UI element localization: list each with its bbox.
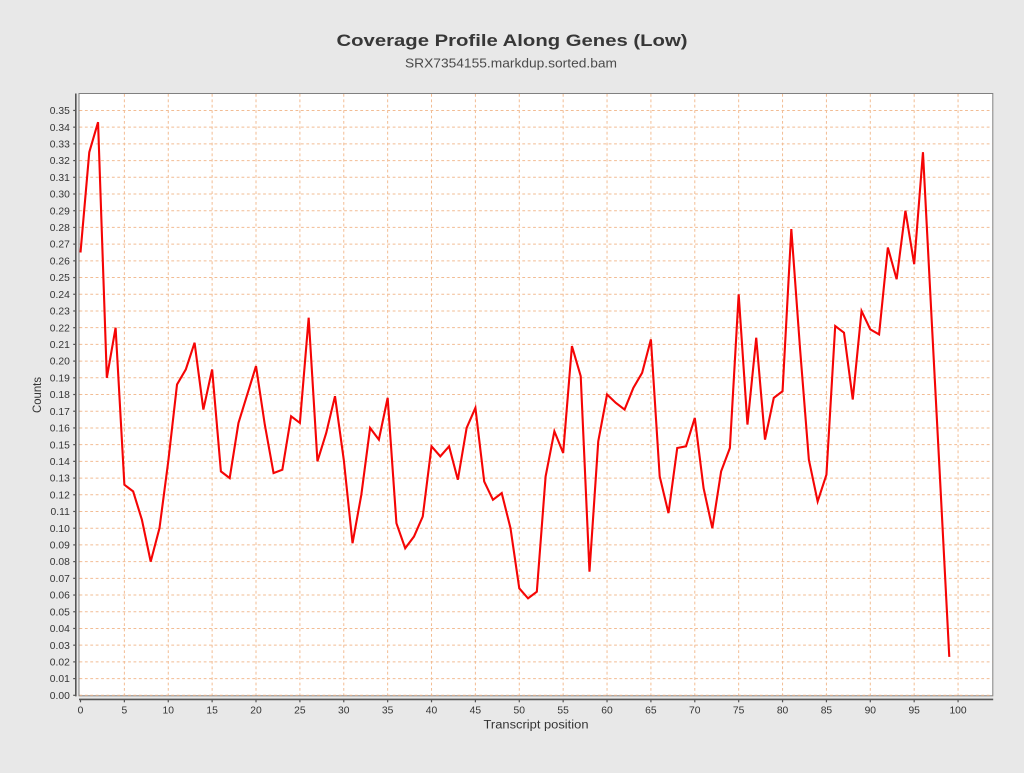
svg-text:100: 100 [949, 705, 966, 716]
svg-text:0.17: 0.17 [50, 407, 70, 418]
svg-text:0.33: 0.33 [50, 139, 70, 150]
svg-text:0.24: 0.24 [50, 290, 70, 301]
svg-text:0.02: 0.02 [50, 657, 70, 668]
svg-text:0.32: 0.32 [50, 156, 70, 167]
svg-text:0.25: 0.25 [50, 273, 70, 284]
svg-text:10: 10 [163, 705, 175, 716]
svg-text:0.01: 0.01 [50, 674, 70, 685]
svg-text:0.21: 0.21 [50, 340, 70, 351]
svg-text:0.04: 0.04 [50, 624, 70, 635]
svg-text:85: 85 [821, 705, 833, 716]
svg-text:50: 50 [514, 705, 526, 716]
svg-text:Coverage Profile Along Genes (: Coverage Profile Along Genes (Low) [337, 32, 688, 50]
svg-text:70: 70 [689, 705, 701, 716]
svg-text:0.31: 0.31 [50, 173, 70, 184]
svg-text:0.05: 0.05 [50, 607, 70, 618]
svg-text:0.10: 0.10 [50, 524, 70, 535]
svg-text:Counts: Counts [32, 377, 44, 413]
svg-text:0.35: 0.35 [50, 106, 70, 117]
svg-text:0.08: 0.08 [50, 557, 70, 568]
svg-text:65: 65 [645, 705, 657, 716]
svg-text:45: 45 [470, 705, 482, 716]
svg-text:Transcript position: Transcript position [484, 719, 589, 731]
svg-text:0.30: 0.30 [50, 190, 70, 201]
svg-text:0.00: 0.00 [50, 691, 70, 702]
svg-text:0.14: 0.14 [50, 457, 70, 468]
svg-text:35: 35 [382, 705, 394, 716]
svg-text:40: 40 [426, 705, 438, 716]
svg-text:0.34: 0.34 [50, 123, 70, 134]
svg-text:30: 30 [338, 705, 350, 716]
svg-text:0: 0 [78, 705, 84, 716]
svg-text:0.15: 0.15 [50, 440, 70, 451]
svg-text:0.29: 0.29 [50, 206, 70, 217]
svg-text:0.03: 0.03 [50, 641, 70, 652]
svg-text:60: 60 [601, 705, 613, 716]
svg-text:0.27: 0.27 [50, 240, 70, 251]
svg-text:0.16: 0.16 [50, 424, 70, 435]
svg-text:0.26: 0.26 [50, 256, 70, 267]
svg-text:0.22: 0.22 [50, 323, 70, 334]
svg-text:0.28: 0.28 [50, 223, 70, 234]
svg-text:0.23: 0.23 [50, 307, 70, 318]
svg-text:0.19: 0.19 [50, 373, 70, 384]
svg-text:0.09: 0.09 [50, 541, 70, 552]
svg-text:0.12: 0.12 [50, 490, 70, 501]
svg-text:95: 95 [908, 705, 920, 716]
svg-text:80: 80 [777, 705, 789, 716]
svg-text:SRX7354155.markdup.sorted.bam: SRX7354155.markdup.sorted.bam [405, 56, 617, 70]
svg-text:0.18: 0.18 [50, 390, 70, 401]
svg-text:0.20: 0.20 [50, 357, 70, 368]
svg-text:0.11: 0.11 [51, 507, 71, 518]
svg-text:20: 20 [250, 705, 262, 716]
svg-text:5: 5 [122, 705, 128, 716]
svg-text:75: 75 [733, 705, 745, 716]
svg-text:90: 90 [865, 705, 877, 716]
svg-text:55: 55 [557, 705, 569, 716]
svg-text:15: 15 [206, 705, 218, 716]
svg-text:0.06: 0.06 [50, 591, 70, 602]
svg-text:0.13: 0.13 [50, 474, 70, 485]
svg-text:25: 25 [294, 705, 306, 716]
svg-text:0.07: 0.07 [50, 574, 70, 585]
